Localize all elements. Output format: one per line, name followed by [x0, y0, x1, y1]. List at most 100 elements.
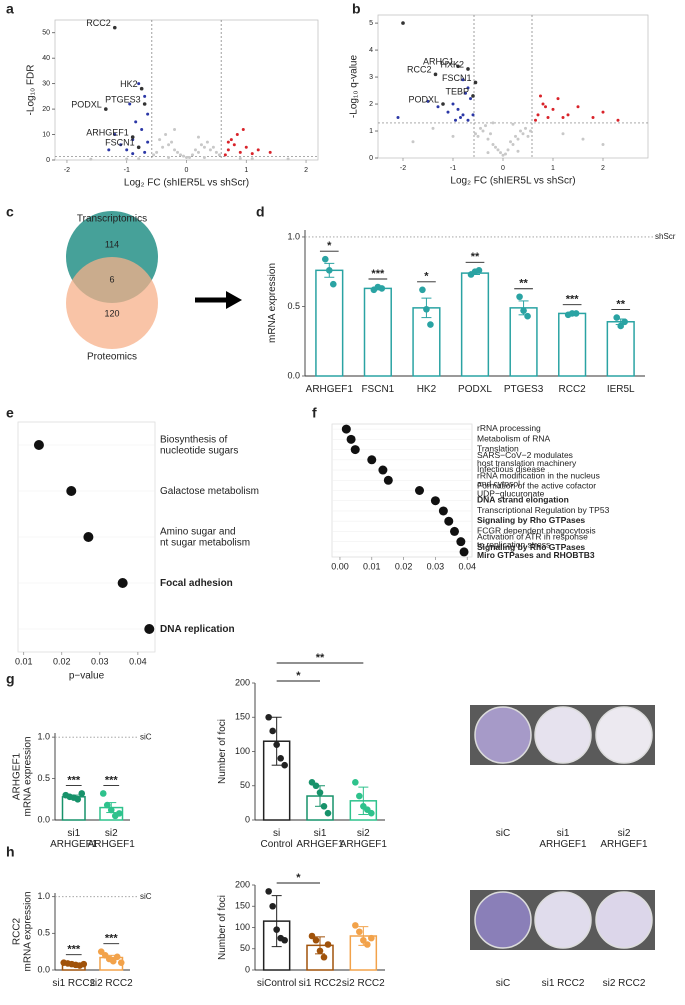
replicate-point — [321, 255, 329, 263]
x-axis-label: p−value — [69, 671, 105, 682]
point — [516, 149, 520, 153]
point — [491, 143, 495, 147]
x-tick-label: 0.04 — [129, 656, 147, 666]
x-tick-label-line: si1 — [67, 828, 80, 839]
category-label: DNA strand elongation — [477, 495, 569, 505]
y-tick-label: 30 — [42, 80, 50, 87]
y-axis-label-line: RCC2 — [11, 917, 22, 945]
point — [454, 118, 457, 122]
category-label: Biosynthesis of nucleotide sugars — [160, 434, 238, 456]
dot — [438, 506, 448, 516]
category-label: Translation — [477, 444, 519, 454]
replicate-point — [109, 957, 117, 965]
category-label-line: Galactose metabolism — [160, 486, 259, 497]
x-tick-label-line: RCC2 — [559, 384, 587, 395]
replicate-point — [316, 789, 324, 796]
x-axis-label: Log₂ FC (shIER5L vs shScr) — [450, 176, 575, 187]
dish-label: siC — [496, 978, 510, 989]
point — [250, 157, 254, 161]
x-tick-label: -2 — [400, 165, 406, 172]
dot — [346, 434, 356, 444]
point — [146, 140, 150, 144]
bar — [460, 272, 490, 377]
point — [139, 86, 144, 91]
replicate-point — [269, 727, 276, 735]
category-label: Transcriptional Regulation by TP53 — [477, 505, 610, 515]
comparison-stars: * — [296, 872, 301, 884]
point-label: ARHGEF1 — [86, 127, 129, 137]
y-tick-label: 20 — [42, 106, 50, 113]
point-label: RCC2 — [86, 18, 111, 28]
x-tick-label-line: Control — [261, 839, 293, 850]
y-tick-label: 150 — [235, 901, 250, 911]
point — [516, 137, 520, 141]
set-count: 120 — [104, 308, 119, 318]
x-tick-label: 1 — [244, 167, 248, 174]
point — [152, 153, 156, 157]
replicate-point — [103, 801, 111, 809]
replicate-point — [78, 790, 86, 797]
set-label: Proteomics — [87, 352, 137, 363]
significance-stars: *** — [105, 774, 119, 786]
x-tick-label: si1 RCC2 — [52, 978, 95, 989]
point — [461, 78, 465, 82]
point — [529, 129, 532, 133]
x-tick-label: 0.00 — [331, 561, 349, 571]
replicate-point — [113, 953, 121, 961]
point — [504, 152, 507, 156]
y-axis-label: Number of foci — [217, 719, 228, 784]
point — [601, 110, 605, 114]
y-tick-label: 0.0 — [37, 814, 50, 824]
category-label: Signaling by Rho GTPases Miro GTPases and… — [477, 542, 595, 560]
point — [226, 140, 230, 144]
point — [494, 145, 497, 149]
category-label-line: host translation machinery — [477, 458, 577, 468]
x-tick-label: 0.02 — [395, 561, 413, 571]
x-tick-label: -1 — [124, 167, 130, 174]
dish — [595, 706, 653, 764]
comparison-stars: ** — [316, 652, 325, 664]
x-tick-label: 0 — [501, 165, 505, 172]
category-label-line: Miro GTPases and RHOBTB3 — [477, 550, 595, 560]
replicate-point — [277, 755, 284, 762]
category-label: Infectious disease — [477, 464, 545, 474]
dish-label-line: si2 RCC2 — [603, 978, 646, 989]
y-tick-label: 0.5 — [37, 928, 50, 938]
panel-letter: e — [6, 405, 14, 421]
replicate-point — [423, 305, 430, 313]
category-label-line: UDP−glucuronate — [477, 489, 545, 499]
replicate-point — [320, 803, 328, 810]
panel-letter: g — [6, 671, 15, 687]
category-label: rRNA processing — [477, 423, 541, 433]
y-tick-label: 5 — [369, 20, 373, 27]
point — [466, 118, 470, 122]
dish-label-line: siC — [496, 828, 510, 839]
category-label-line: and cytosol — [477, 479, 520, 489]
point — [541, 102, 545, 106]
point-label: RCC2 — [407, 65, 432, 75]
point — [441, 102, 445, 106]
plot-frame — [54, 19, 319, 161]
dish-label-line: ARHGEF1 — [539, 839, 587, 850]
point — [164, 133, 168, 137]
point — [489, 132, 492, 136]
set-count: 114 — [105, 239, 119, 249]
replicate-point — [368, 934, 375, 942]
point-label: ARHG1 — [423, 57, 454, 67]
point — [473, 80, 478, 85]
point — [202, 145, 206, 149]
point — [481, 129, 485, 133]
bar — [315, 269, 344, 377]
dot — [117, 578, 128, 588]
x-tick-label-line: si1 RCC2 — [52, 978, 95, 989]
y-tick-label: 200 — [235, 677, 250, 687]
point — [173, 148, 177, 152]
point — [226, 148, 230, 152]
dish-label: si2 RCC2 — [603, 978, 646, 989]
dot — [144, 624, 155, 634]
dot — [415, 486, 424, 495]
replicate-point — [621, 318, 629, 326]
point — [556, 97, 560, 101]
point — [479, 126, 482, 130]
category-label: Amino sugar and nt sugar metabolism — [160, 526, 250, 548]
